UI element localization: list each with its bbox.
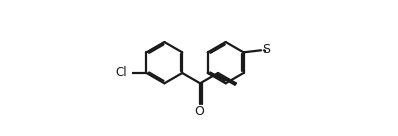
Text: O: O xyxy=(195,105,205,118)
Text: Cl: Cl xyxy=(116,67,127,80)
Text: S: S xyxy=(262,43,270,56)
